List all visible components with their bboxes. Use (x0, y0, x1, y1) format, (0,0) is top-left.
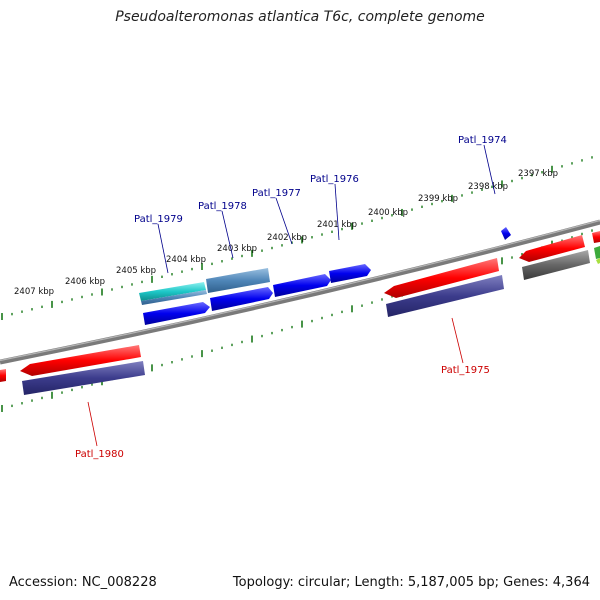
cds-feature-green-edge[interactable] (594, 246, 600, 259)
scale-label-2403: 2403 kbp (217, 244, 257, 254)
cds-feature-patl-1979-shade (141, 290, 207, 305)
scale-label-2400: 2400 kbp (368, 208, 408, 218)
gene-label-patl-1977[interactable]: Patl_1977 (252, 188, 301, 199)
cds-feature-red-2[interactable] (384, 258, 499, 298)
leader-patl-1977 (275, 197, 293, 245)
scale-label-2398: 2398 kbp (468, 182, 508, 192)
cds-feature-red[interactable] (20, 345, 141, 376)
scale-label-2397: 2397 kbp (518, 169, 558, 179)
accession-text: Accession: NC_008228 (9, 575, 157, 590)
inner-scale-ticks (1, 229, 593, 412)
gene-label-patl-1976[interactable]: Patl_1976 (310, 174, 359, 185)
cds-feature-patl-1974[interactable] (501, 227, 511, 240)
cds-feature-patl-1977[interactable] (273, 274, 331, 297)
scale-label-2405: 2405 kbp (116, 266, 156, 276)
cds-feature-red-edge-right[interactable] (592, 231, 600, 243)
leader-patl-1978 (221, 210, 234, 259)
gene-labels: Patl_1974 Patl_1976 Patl_1977 Patl_1978 … (75, 135, 507, 460)
leader-patl-1980 (87, 401, 98, 447)
genome-backbone-highlight (0, 219, 600, 362)
cds-feature-red-3[interactable] (519, 235, 585, 262)
scale-label-2406: 2406 kbp (65, 277, 105, 287)
cds-feature-blue-2[interactable] (210, 287, 273, 311)
gene-label-patl-1978[interactable]: Patl_1978 (198, 201, 247, 212)
scale-label-2399: 2399 kbp (418, 194, 458, 204)
cds-feature-blue-1[interactable] (143, 302, 210, 325)
cds-feature-grey[interactable] (522, 250, 590, 280)
map-title: Pseudoalteromonas atlantica T6c, complet… (115, 9, 485, 25)
leader-patl-1974 (483, 144, 496, 195)
genome-summary-text: Topology: circular; Length: 5,187,005 bp… (232, 575, 590, 590)
cds-feature-patl-1975[interactable] (386, 275, 504, 317)
cds-feature-patl-1979[interactable] (139, 282, 206, 301)
genome-backbone (0, 219, 600, 365)
outer-scale-ticks (1, 156, 593, 321)
scale-label-2402: 2402 kbp (267, 233, 307, 243)
scale-label-2401: 2401 kbp (317, 220, 357, 230)
backbone-layer (0, 219, 600, 365)
scale-label-2404: 2404 kbp (166, 255, 206, 265)
gene-label-leaders (87, 144, 496, 447)
cds-feature-patl-1978[interactable] (206, 268, 270, 293)
gene-features (0, 227, 600, 395)
gene-label-patl-1974[interactable]: Patl_1974 (458, 135, 507, 146)
cds-feature-patl-1980[interactable] (22, 361, 145, 395)
cds-feature-patl-1976[interactable] (329, 264, 371, 283)
cds-feature-lime-edge[interactable] (596, 258, 600, 264)
leader-patl-1979 (157, 223, 169, 274)
cds-feature-red-edge[interactable] (0, 369, 6, 382)
scale-label-2407: 2407 kbp (14, 287, 54, 297)
leader-patl-1975 (451, 317, 464, 364)
gene-label-patl-1979[interactable]: Patl_1979 (134, 214, 183, 225)
scale-labels: 2397 kbp 2398 kbp 2399 kbp 2400 kbp 2401… (14, 169, 558, 297)
leader-patl-1976 (334, 183, 340, 241)
gene-label-patl-1980[interactable]: Patl_1980 (75, 449, 124, 460)
gene-label-patl-1975[interactable]: Patl_1975 (441, 365, 490, 376)
